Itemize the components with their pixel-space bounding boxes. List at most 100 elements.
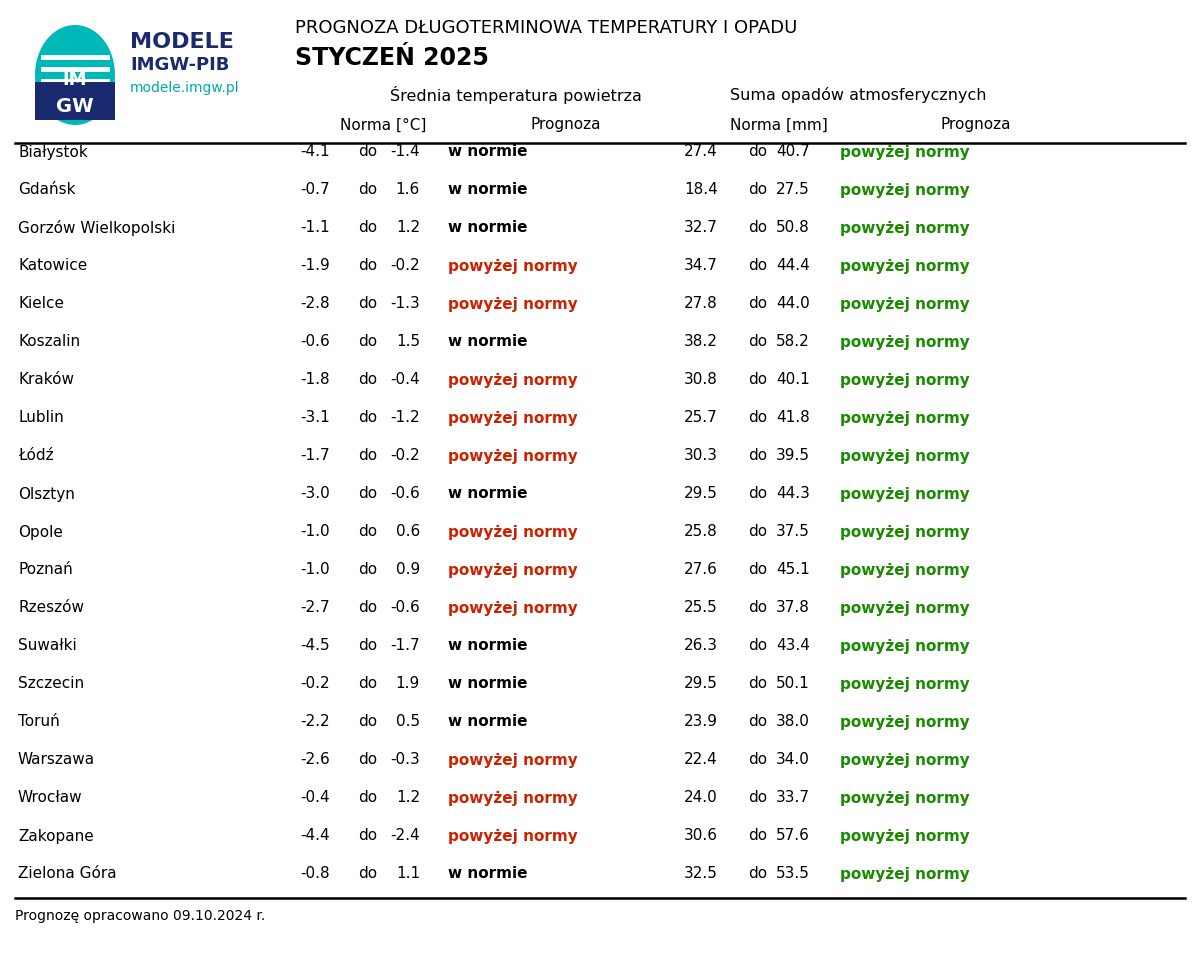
Text: -3.1: -3.1 (300, 410, 330, 426)
Text: powyżej normy: powyżej normy (840, 334, 970, 350)
Text: powyżej normy: powyżej normy (840, 867, 970, 881)
Text: 57.6: 57.6 (776, 829, 810, 843)
Text: do: do (359, 144, 378, 160)
Text: 33.7: 33.7 (776, 791, 810, 805)
Text: do: do (749, 867, 768, 881)
Text: -1.0: -1.0 (300, 525, 330, 540)
Text: do: do (359, 563, 378, 578)
Text: Białystok: Białystok (18, 144, 88, 160)
Text: 34.7: 34.7 (684, 258, 718, 274)
Text: -3.0: -3.0 (300, 486, 330, 502)
Text: powyżej normy: powyżej normy (840, 182, 970, 198)
Text: do: do (749, 448, 768, 464)
Text: -0.4: -0.4 (390, 372, 420, 388)
Text: powyżej normy: powyżej normy (840, 486, 970, 502)
Text: 1.9: 1.9 (396, 677, 420, 692)
Text: Zakopane: Zakopane (18, 829, 94, 843)
Text: 29.5: 29.5 (684, 677, 718, 692)
Text: w normie: w normie (448, 334, 528, 350)
Text: do: do (749, 410, 768, 426)
Text: Gorzów Wielkopolski: Gorzów Wielkopolski (18, 220, 175, 236)
Text: powyżej normy: powyżej normy (840, 144, 970, 160)
Text: Lublin: Lublin (18, 410, 64, 426)
Text: w normie: w normie (448, 639, 528, 654)
Text: -1.0: -1.0 (300, 563, 330, 578)
Text: do: do (359, 220, 378, 236)
Text: -4.1: -4.1 (300, 144, 330, 160)
Text: do: do (359, 639, 378, 654)
Text: Suwałki: Suwałki (18, 639, 77, 654)
Text: do: do (359, 753, 378, 768)
Text: Suma opadów atmosferycznych: Suma opadów atmosferycznych (730, 87, 986, 103)
Text: -1.2: -1.2 (390, 410, 420, 426)
Text: do: do (359, 525, 378, 540)
Text: -0.2: -0.2 (390, 448, 420, 464)
Text: do: do (749, 334, 768, 350)
Text: 44.0: 44.0 (776, 296, 810, 312)
Text: 22.4: 22.4 (684, 753, 718, 768)
Text: 34.0: 34.0 (776, 753, 810, 768)
Text: do: do (359, 829, 378, 843)
Text: 44.4: 44.4 (776, 258, 810, 274)
Text: powyżej normy: powyżej normy (840, 715, 970, 730)
Text: do: do (749, 601, 768, 616)
Text: do: do (359, 677, 378, 692)
Text: -2.2: -2.2 (300, 715, 330, 730)
Text: w normie: w normie (448, 867, 528, 881)
Text: Prognoza: Prognoza (940, 118, 1010, 132)
Text: do: do (359, 486, 378, 502)
Text: do: do (359, 258, 378, 274)
Text: Zielona Góra: Zielona Góra (18, 867, 116, 881)
Text: Norma [°C]: Norma [°C] (340, 118, 426, 132)
Text: 40.7: 40.7 (776, 144, 810, 160)
Text: Warszawa: Warszawa (18, 753, 95, 768)
Text: do: do (749, 753, 768, 768)
Text: 53.5: 53.5 (776, 867, 810, 881)
Text: do: do (749, 182, 768, 198)
Text: powyżej normy: powyżej normy (840, 753, 970, 768)
Text: STYCZEŃ 2025: STYCZEŃ 2025 (295, 46, 488, 70)
Text: -0.6: -0.6 (390, 601, 420, 616)
Text: 1.2: 1.2 (396, 220, 420, 236)
Text: 30.8: 30.8 (684, 372, 718, 388)
Text: w normie: w normie (448, 220, 528, 236)
Text: Toruń: Toruń (18, 715, 60, 730)
Text: 50.8: 50.8 (776, 220, 810, 236)
Text: -1.3: -1.3 (390, 296, 420, 312)
Text: 25.8: 25.8 (684, 525, 718, 540)
Text: 39.5: 39.5 (776, 448, 810, 464)
Text: 0.9: 0.9 (396, 563, 420, 578)
Text: do: do (359, 715, 378, 730)
Text: Norma [mm]: Norma [mm] (730, 118, 828, 132)
Text: 41.8: 41.8 (776, 410, 810, 426)
Text: do: do (749, 715, 768, 730)
Text: IM: IM (62, 71, 88, 89)
Text: -0.6: -0.6 (300, 334, 330, 350)
Text: do: do (359, 296, 378, 312)
Text: w normie: w normie (448, 144, 528, 160)
Text: 29.5: 29.5 (684, 486, 718, 502)
Text: do: do (749, 220, 768, 236)
Text: -1.1: -1.1 (300, 220, 330, 236)
Text: w normie: w normie (448, 715, 528, 730)
Text: 40.1: 40.1 (776, 372, 810, 388)
Text: 1.2: 1.2 (396, 791, 420, 805)
Text: powyżej normy: powyżej normy (448, 563, 577, 578)
Text: powyżej normy: powyżej normy (840, 791, 970, 805)
Text: do: do (749, 791, 768, 805)
Text: 25.5: 25.5 (684, 601, 718, 616)
Text: powyżej normy: powyżej normy (448, 829, 577, 843)
Text: Katowice: Katowice (18, 258, 88, 274)
Text: 1.1: 1.1 (396, 867, 420, 881)
Text: do: do (359, 372, 378, 388)
Text: 24.0: 24.0 (684, 791, 718, 805)
Text: powyżej normy: powyżej normy (448, 601, 577, 616)
Text: Rzeszów: Rzeszów (18, 601, 84, 616)
Text: 27.4: 27.4 (684, 144, 718, 160)
Text: -1.4: -1.4 (390, 144, 420, 160)
Text: 45.1: 45.1 (776, 563, 810, 578)
Text: do: do (749, 372, 768, 388)
Text: -2.7: -2.7 (300, 601, 330, 616)
Text: 1.5: 1.5 (396, 334, 420, 350)
Text: Kraków: Kraków (18, 372, 74, 388)
